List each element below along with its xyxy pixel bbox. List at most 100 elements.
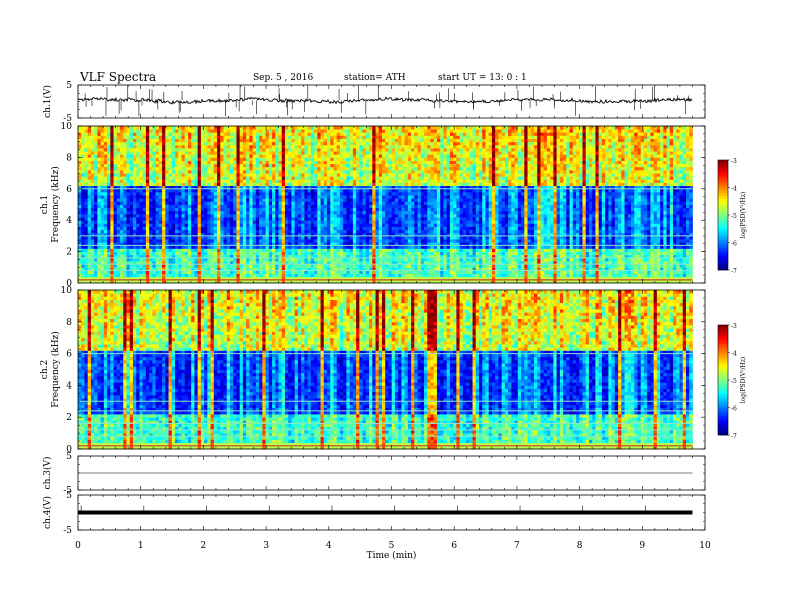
spectrogram-cell <box>275 160 279 165</box>
spectrogram-cell <box>90 232 95 237</box>
spectrogram-cell <box>343 132 347 136</box>
spectrogram-cell <box>265 242 270 246</box>
spectrogram-cell <box>330 239 334 243</box>
spectrogram-cell <box>262 267 266 271</box>
spectrogram-cell <box>330 154 334 158</box>
spectrogram-cell <box>194 251 199 256</box>
spectrogram-cell <box>369 132 373 136</box>
spectrogram-cell <box>94 273 98 278</box>
spectrogram-cell <box>288 242 292 246</box>
spectrogram-cell <box>236 201 241 205</box>
spectrogram-cell <box>210 182 215 187</box>
spectrogram-cell <box>339 147 344 152</box>
spectrogram-cell <box>120 198 124 202</box>
spectrogram-cell <box>123 257 127 262</box>
spectrogram-cell <box>359 198 363 202</box>
spectrogram-cell <box>149 179 153 183</box>
spectrogram-cell <box>281 132 286 136</box>
spectrogram-cell <box>132 201 137 205</box>
spectrogram-cell <box>194 273 199 278</box>
spectrogram-cell <box>126 239 131 243</box>
spectrogram-cell <box>184 273 189 278</box>
spectrogram-cell <box>181 226 186 231</box>
spectrogram-cell <box>362 204 367 209</box>
spectrogram-cell <box>149 195 153 199</box>
spectrogram-cell <box>339 129 344 133</box>
spectrogram-cell <box>382 254 386 259</box>
spectrogram-cell <box>162 245 166 249</box>
spectrogram-cell <box>291 179 296 183</box>
spectrogram-cell <box>284 261 289 265</box>
spectrogram-cell <box>246 163 250 168</box>
spectrogram-cell <box>359 245 363 249</box>
spectrogram-cell <box>87 267 92 271</box>
spectrogram-cell <box>365 163 370 168</box>
spectrogram-cell <box>378 226 383 231</box>
spectrogram-cell <box>339 220 344 224</box>
spectrogram-cell <box>252 276 257 281</box>
spectrogram-cell <box>197 126 202 130</box>
spectrogram-cell <box>184 169 189 174</box>
spectrogram-cell <box>194 154 199 158</box>
spectrogram-cell <box>213 254 218 259</box>
spectrogram-cell <box>207 141 211 146</box>
spectrogram-cell <box>236 182 241 187</box>
spectrogram-cell <box>217 138 221 143</box>
spectrogram-cell <box>152 135 157 139</box>
spectrogram-cell <box>281 264 286 268</box>
spectrogram-cell <box>107 182 111 187</box>
spectrogram-cell <box>103 235 108 240</box>
spectrogram-cell <box>272 270 276 274</box>
spectrogram-cell <box>217 267 221 271</box>
spectrogram-cell <box>359 217 363 221</box>
spectrogram-cell <box>187 141 192 146</box>
spectrogram-cell <box>359 147 363 152</box>
spectrogram-cell <box>207 195 211 199</box>
spectrogram-cell <box>175 229 179 234</box>
spectrogram-cell <box>281 245 286 249</box>
spectrogram-cell <box>220 232 224 237</box>
spectrogram-cell <box>375 182 380 187</box>
spectrogram-cell <box>81 220 85 224</box>
spectrogram-cell <box>304 173 309 177</box>
spectrogram-cell <box>330 126 334 130</box>
spectrogram-cell <box>378 270 383 274</box>
spectrogram-cell <box>369 264 373 268</box>
spectrogram-cell <box>272 141 276 146</box>
spectrogram-cell <box>349 207 354 212</box>
spectrogram-cell <box>230 248 234 252</box>
spectrogram-cell <box>294 210 299 215</box>
spectrogram-cell <box>152 279 157 284</box>
spectrogram-cell <box>288 279 292 284</box>
spectrogram-cell <box>375 245 380 249</box>
spectrogram-cell <box>162 151 166 155</box>
spectrogram-cell <box>372 220 376 224</box>
spectrogram-cell <box>184 195 189 199</box>
spectrogram-cell <box>94 270 98 274</box>
spectrogram-cell <box>327 270 331 274</box>
spectrogram-cell <box>107 239 111 243</box>
spectrogram-cell <box>123 126 127 130</box>
spectrogram-cell <box>142 217 147 221</box>
spectrogram-cell <box>155 239 160 243</box>
spectrogram-cell <box>139 226 144 231</box>
spectrogram-cell <box>110 169 114 174</box>
spectrogram-cell <box>268 135 273 139</box>
spectrogram-cell <box>145 248 150 252</box>
spectrogram-cell <box>230 251 234 256</box>
spectrogram-cell <box>126 182 131 187</box>
spectrogram-cell <box>288 229 292 234</box>
spectrogram-cell <box>275 270 279 274</box>
spectrogram-cell <box>317 157 321 161</box>
spectrogram-cell <box>268 213 273 218</box>
spectrogram-cell <box>165 270 169 274</box>
spectrogram-cell <box>191 270 195 274</box>
spectrogram-cell <box>259 217 263 221</box>
spectrogram-cell <box>284 195 289 199</box>
spectrogram-cell <box>123 248 127 252</box>
spectrogram-cell <box>123 213 127 218</box>
spectrogram-cell <box>181 267 186 271</box>
spectrogram-cell <box>136 195 140 199</box>
spectrogram-cell <box>375 207 380 212</box>
spectrogram-cell <box>230 195 234 199</box>
